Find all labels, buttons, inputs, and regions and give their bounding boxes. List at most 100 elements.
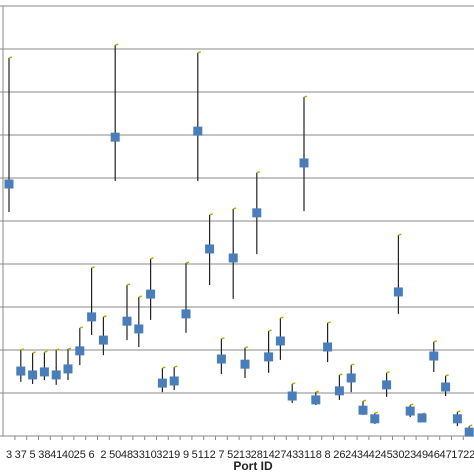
error-cap [20, 348, 25, 351]
error-cap [244, 346, 249, 349]
x-tick-label: 18 [310, 449, 322, 461]
x-tick-label: 32 [156, 449, 168, 461]
x-tick-label: 13 [239, 449, 251, 461]
marker [299, 158, 309, 168]
error-cap [315, 390, 320, 393]
x-tick-label: 22 [463, 449, 474, 461]
error-cap [8, 56, 13, 59]
x-tick-label: 37 [15, 449, 27, 461]
marker [264, 352, 274, 362]
x-tick-label: 50 [109, 449, 121, 461]
error-cap [398, 233, 402, 236]
marker [323, 342, 333, 352]
marker [405, 406, 415, 416]
marker [311, 395, 321, 405]
marker [181, 309, 191, 319]
error-cap [185, 261, 190, 264]
marker [452, 414, 462, 424]
error-cap [350, 363, 355, 366]
marker [39, 367, 49, 377]
marker [334, 386, 344, 396]
x-tick-label: 46 [428, 449, 440, 461]
error-cap [457, 410, 461, 413]
x-tick-label: 25 [74, 449, 86, 461]
marker [51, 370, 61, 380]
x-tick-label: 9 [183, 449, 189, 461]
error-cap [221, 337, 225, 340]
marker [228, 253, 238, 263]
marker [157, 378, 167, 388]
x-tick-label: 48 [121, 449, 133, 461]
error-cap [209, 213, 213, 216]
error-cap [67, 347, 72, 350]
marker [252, 208, 262, 218]
x-tick-label: 47 [439, 449, 451, 461]
marker [240, 359, 250, 369]
error-cap [103, 315, 107, 318]
x-tick-label: 34 [357, 449, 369, 461]
x-tick-label: 12 [203, 449, 215, 461]
error-cap [162, 366, 166, 369]
marker [429, 351, 439, 361]
error-cap [374, 411, 379, 414]
error-cap [91, 266, 95, 269]
error-cap [32, 351, 36, 354]
marker [370, 414, 380, 424]
error-cap [386, 371, 390, 374]
error-cap [291, 382, 296, 385]
error-cap [55, 348, 60, 351]
x-tick-label: 19 [168, 449, 180, 461]
x-tick-label: 30 [392, 449, 404, 461]
marker [441, 382, 451, 392]
marker [287, 391, 297, 401]
marker [169, 376, 179, 386]
error-cap [268, 329, 272, 332]
error-cap [433, 340, 438, 343]
marker [75, 346, 85, 356]
x-tick-label: 8 [325, 449, 331, 461]
marker [110, 132, 120, 142]
marker [216, 354, 226, 364]
x-tick-label: 2 [100, 449, 106, 461]
error-cap [303, 95, 308, 98]
x-tick-label: 43 [286, 449, 298, 461]
error-cap [339, 373, 343, 376]
error-cap [468, 424, 473, 427]
marker [275, 336, 285, 346]
error-cap [114, 43, 119, 46]
error-cap [150, 257, 154, 260]
marker [134, 324, 144, 334]
x-tick-label: 31 [298, 449, 310, 461]
x-tick-label: 27 [274, 449, 286, 461]
marker [4, 179, 14, 189]
marker [87, 312, 97, 322]
x-tick-label: 7 [218, 449, 224, 461]
marker [393, 287, 403, 297]
error-cap [173, 365, 178, 368]
error-cap [280, 316, 284, 319]
error-cap [409, 403, 414, 406]
error-cap [327, 321, 331, 324]
error-cap [362, 399, 367, 402]
error-cap [126, 283, 131, 286]
x-tick-label: 6 [89, 449, 95, 461]
x-tick-label: 38 [38, 449, 50, 461]
x-axis-title: Port ID [233, 459, 273, 473]
x-tick-label: 41 [50, 449, 62, 461]
x-tick-label: 14 [262, 449, 274, 461]
error-cap [256, 171, 261, 174]
x-tick-label: 42 [369, 449, 381, 461]
error-cap [197, 51, 202, 54]
error-cap [79, 326, 84, 329]
marker [417, 413, 427, 423]
marker [16, 366, 26, 376]
marker [346, 373, 356, 383]
x-tick-label: 49 [416, 449, 428, 461]
x-tick-label: 3 [6, 449, 12, 461]
x-tick-label: 33 [133, 449, 145, 461]
marker [146, 289, 156, 299]
x-tick-label: 40 [62, 449, 74, 461]
marker [382, 380, 392, 390]
marker [464, 427, 474, 437]
